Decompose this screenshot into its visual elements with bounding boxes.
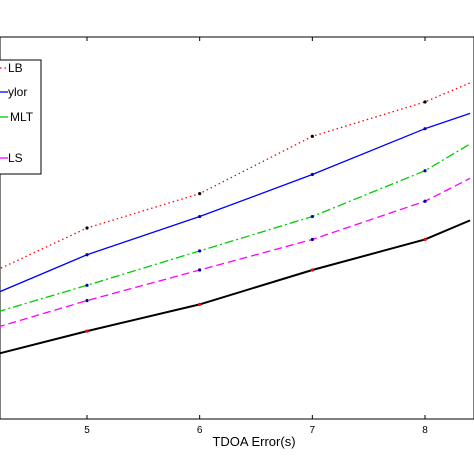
data-point	[423, 127, 427, 131]
data-point	[310, 134, 314, 138]
data-point	[310, 172, 314, 177]
x-tick-label: 7	[310, 425, 316, 436]
data-point	[198, 302, 202, 306]
series-0	[0, 82, 471, 270]
data-point	[198, 249, 202, 253]
legend-label-2: MLT	[10, 110, 34, 124]
x-tick-labels: 5 6 7 8	[84, 425, 428, 436]
series-line-3	[0, 177, 471, 328]
series-line-2	[0, 143, 471, 312]
x-tick-label: 6	[197, 425, 203, 436]
series-3	[0, 177, 471, 328]
data-point	[85, 283, 89, 287]
series-4	[0, 219, 471, 355]
data-point	[310, 268, 314, 272]
data-point	[423, 237, 427, 242]
legend-entries: LB ylor MLT LS	[0, 61, 34, 165]
data-point	[310, 237, 314, 242]
legend: LB ylor MLT LS	[0, 59, 42, 175]
data-point	[85, 329, 89, 333]
data-point	[198, 214, 202, 219]
data-point	[310, 214, 314, 219]
series-line-1	[0, 112, 471, 293]
series-2	[0, 143, 471, 312]
series-line-0	[0, 82, 471, 270]
x-tick-label: 5	[84, 425, 90, 436]
legend-label-0: LB	[8, 61, 23, 75]
legend-label-3: LS	[8, 151, 23, 165]
data-point	[85, 226, 89, 230]
legend-label-1: ylor	[8, 85, 27, 99]
x-tick-label: 8	[422, 425, 428, 436]
data-point	[423, 169, 427, 173]
data-point	[198, 192, 202, 196]
series-layer	[0, 82, 471, 355]
data-point	[85, 253, 89, 257]
data-point	[85, 298, 89, 303]
data-point	[198, 268, 202, 272]
series-1	[0, 112, 471, 293]
plot-area	[0, 36, 474, 420]
x-axis-label: TDOA Error(s)	[212, 434, 295, 449]
x-axis-ticks	[86, 37, 426, 419]
data-point	[423, 199, 427, 203]
series-line-4	[0, 219, 471, 355]
data-point	[423, 100, 427, 104]
